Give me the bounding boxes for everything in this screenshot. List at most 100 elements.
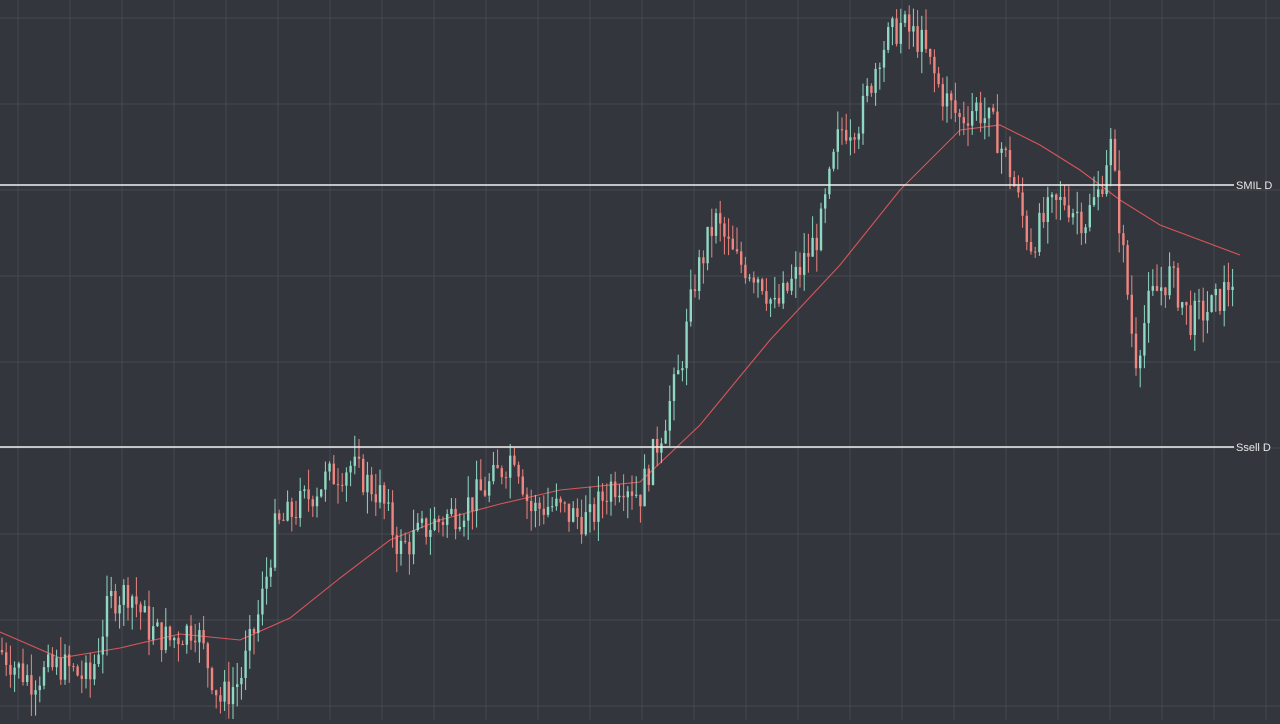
candle-body <box>576 508 579 517</box>
candle-body <box>320 489 323 497</box>
candle-body <box>1046 197 1049 223</box>
candle-body <box>903 14 907 23</box>
candle-body <box>1000 148 1003 153</box>
candle-body <box>236 684 239 688</box>
candle-body <box>341 484 344 486</box>
candle-body <box>332 463 335 485</box>
candle-body <box>1118 170 1121 234</box>
candle-body <box>525 494 529 501</box>
candle-body <box>513 455 516 465</box>
candle-body <box>559 498 562 503</box>
candle-body <box>979 102 982 124</box>
candle-body <box>454 508 457 530</box>
candle-body <box>152 626 155 640</box>
candle-body <box>240 677 243 685</box>
candle-body <box>257 614 260 634</box>
candle-body <box>656 439 659 453</box>
candle-body <box>992 107 995 112</box>
candle-body <box>1218 288 1222 311</box>
candle-body <box>265 576 268 589</box>
candle-body <box>668 400 671 431</box>
candle-body <box>1050 194 1054 198</box>
candle-body <box>521 476 524 495</box>
candle-body <box>483 490 487 496</box>
candle-body <box>185 625 188 645</box>
candle-body <box>681 368 684 371</box>
candle-body <box>563 502 566 504</box>
candle-body <box>567 503 571 522</box>
candle-body <box>1139 355 1142 369</box>
candle-body <box>782 282 785 304</box>
candle-body <box>727 236 730 239</box>
candle-body <box>950 93 953 101</box>
candle-body <box>819 208 823 251</box>
candle-body <box>626 491 629 498</box>
candle-body <box>383 485 386 504</box>
candle-body <box>845 129 848 141</box>
candle-body <box>647 468 650 485</box>
candle-body <box>437 518 440 522</box>
candle-body <box>135 596 138 605</box>
candle-body <box>1227 282 1230 290</box>
levels-layer: SMIL D Ssell D <box>0 180 1272 454</box>
candle-body <box>744 264 747 279</box>
candle-body <box>349 465 352 473</box>
candle-body <box>836 129 839 152</box>
candle-body <box>492 464 495 482</box>
candle-body <box>278 513 281 520</box>
candle-body <box>597 491 600 522</box>
candle-body <box>672 374 676 401</box>
candle-body <box>244 650 247 678</box>
candle-body <box>273 513 277 568</box>
candle-body <box>790 278 793 291</box>
candle-body <box>1113 138 1117 171</box>
candle-body <box>173 637 176 641</box>
candle-body <box>748 277 751 279</box>
candles-layer <box>0 5 1234 720</box>
candle-body <box>555 498 558 507</box>
candle-body <box>584 512 587 535</box>
candle-body <box>500 468 503 478</box>
candle-body <box>1080 211 1083 234</box>
candle-body <box>458 526 461 530</box>
candle-body <box>987 107 991 119</box>
candle-body <box>315 496 319 507</box>
candle-body <box>168 626 172 641</box>
candle-body <box>937 73 940 85</box>
candle-body <box>450 508 453 515</box>
level-label: SMIL D <box>1236 180 1272 192</box>
candle-body <box>651 439 655 485</box>
candle-body <box>202 630 205 644</box>
candle-body <box>1189 305 1192 336</box>
candle-body <box>55 657 58 668</box>
candle-body <box>471 497 474 511</box>
candle-body <box>1126 245 1129 295</box>
candle-body <box>1063 196 1066 206</box>
candle-body <box>849 137 852 141</box>
candle-body <box>404 540 407 542</box>
candle-body <box>30 675 33 695</box>
candle-body <box>710 226 713 236</box>
candle-body <box>378 485 382 503</box>
candle-body <box>1122 233 1125 246</box>
candle-body <box>1109 138 1112 166</box>
candle-body <box>1071 213 1075 218</box>
candle-body <box>1172 266 1175 268</box>
candle-body <box>706 226 709 264</box>
candle-body <box>1004 148 1007 151</box>
candle-body <box>131 596 134 608</box>
candle-body <box>143 606 146 613</box>
candle-body <box>807 253 810 257</box>
candle-body <box>635 494 638 496</box>
candle-body <box>874 68 877 93</box>
candle-body <box>210 668 214 691</box>
candle-body <box>286 501 289 521</box>
candle-body <box>1084 227 1087 234</box>
candle-body <box>374 494 377 503</box>
candle-body <box>1055 194 1058 200</box>
candle-body <box>139 604 142 613</box>
candle-body <box>740 251 743 265</box>
candle-body <box>605 500 608 502</box>
candle-body <box>156 622 159 627</box>
